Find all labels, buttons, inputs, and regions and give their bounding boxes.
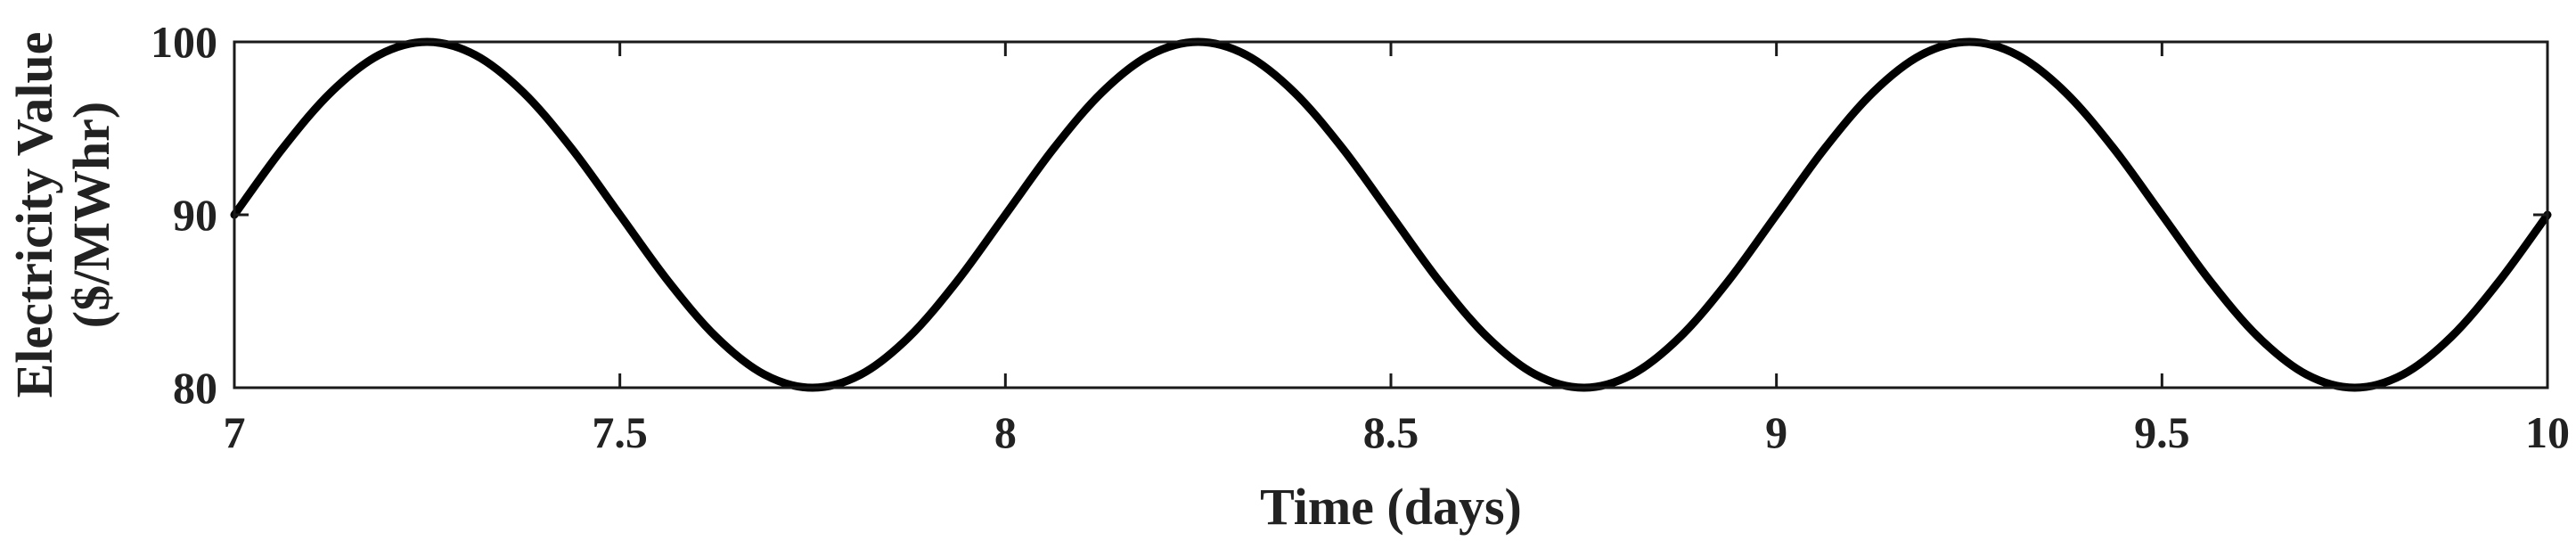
plot-layer (230, 37, 2552, 392)
y-axis-label-line-1: Electricity Value (5, 32, 63, 398)
x-tick-label: 8.5 (1363, 407, 1419, 457)
y-tick-label: 90 (173, 190, 217, 240)
x-tick-label: 9 (1765, 407, 1787, 457)
ticks-layer: 7 7.5 8 8.5 9 9.5 10 80 90 100 (151, 17, 2570, 457)
y-axis-label-line-2: ($/MWhr) (62, 102, 120, 329)
y-tick-label: 80 (173, 363, 217, 413)
x-tick-label: 10 (2525, 407, 2570, 457)
x-tick-label: 9.5 (2134, 407, 2190, 457)
x-tick-label: 8 (994, 407, 1017, 457)
y-tick-label: 100 (151, 17, 217, 67)
x-axis-label: Time (days) (1260, 478, 1522, 536)
series-line-0 (230, 37, 2552, 392)
x-tick-label: 7 (224, 407, 246, 457)
x-tick-label: 7.5 (592, 407, 648, 457)
